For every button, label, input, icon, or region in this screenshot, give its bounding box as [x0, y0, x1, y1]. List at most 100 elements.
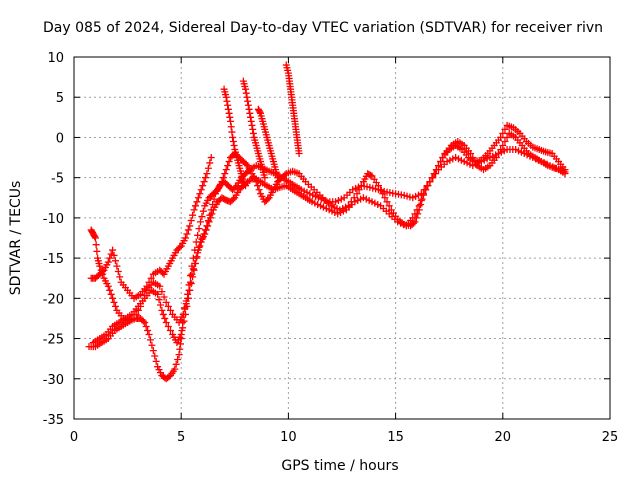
data-point: [499, 141, 507, 149]
x-tick-label: 5: [177, 430, 185, 445]
data-point: [176, 345, 184, 353]
data-point: [256, 108, 264, 116]
data-point: [261, 174, 269, 182]
data-point: [156, 301, 164, 309]
data-point: [143, 282, 151, 290]
data-point: [419, 191, 427, 199]
data-point: [114, 268, 122, 276]
data-point: [196, 218, 204, 226]
data-point: [161, 314, 169, 322]
data-point: [224, 162, 232, 170]
data-point: [149, 347, 157, 355]
data-point: [413, 206, 421, 214]
series-arc-2: [89, 146, 569, 347]
data-point: [174, 355, 182, 363]
data-point: [181, 234, 189, 242]
data-point: [221, 170, 229, 178]
data-point: [247, 113, 255, 121]
data-point: [184, 226, 192, 234]
data-point: [166, 306, 174, 314]
data-point: [201, 174, 209, 182]
data-point: [109, 246, 117, 254]
data-point: [91, 234, 99, 242]
data-point: [255, 186, 263, 194]
data-point: [162, 298, 170, 306]
data-point: [110, 251, 118, 259]
plot-frame: [73, 56, 611, 420]
data-point: [353, 190, 361, 198]
data-point: [180, 317, 188, 325]
data-point: [418, 195, 426, 203]
data-point: [367, 171, 375, 179]
data-point: [409, 214, 417, 222]
data-point: [193, 253, 201, 261]
data-point: [190, 206, 198, 214]
data-point: [113, 262, 121, 270]
data-point: [154, 290, 162, 298]
data-point: [222, 93, 230, 101]
data-point: [503, 133, 511, 141]
data-point: [183, 230, 191, 238]
data-point: [166, 327, 174, 335]
data-point: [111, 302, 119, 310]
data-point: [196, 242, 204, 250]
data-point: [226, 113, 234, 121]
data-point: [207, 214, 215, 222]
data-point: [242, 160, 250, 168]
data-point: [116, 273, 124, 281]
data-point: [434, 162, 442, 170]
data-point: [91, 233, 99, 241]
data-point: [246, 109, 254, 117]
data-point: [109, 294, 117, 302]
data-point: [227, 117, 235, 125]
series-spike-4: [282, 61, 303, 158]
data-point: [104, 282, 112, 290]
y-tick-label: -20: [43, 292, 64, 307]
data-point: [159, 310, 167, 318]
data-point: [249, 125, 257, 133]
data-point: [245, 105, 253, 113]
data-point: [107, 290, 115, 298]
data-point: [223, 97, 231, 105]
data-point: [179, 324, 187, 332]
data-point: [146, 336, 154, 344]
data-point: [175, 351, 183, 359]
data-point: [417, 200, 425, 208]
data-point: [204, 164, 212, 172]
data-point: [194, 231, 202, 239]
data-point: [248, 121, 256, 129]
data-point: [228, 128, 236, 136]
series-arc-4: [87, 154, 215, 302]
data-point: [422, 186, 430, 194]
data-point: [96, 262, 104, 270]
data-point: [225, 158, 233, 166]
data-point: [430, 170, 438, 178]
y-tick-label: 0: [56, 131, 64, 146]
data-point: [182, 300, 190, 308]
data-point: [208, 210, 216, 218]
data-point: [195, 225, 203, 233]
chart-title: Day 085 of 2024, Sidereal Day-to-day VTE…: [43, 20, 603, 36]
data-point: [411, 210, 419, 218]
data-point: [110, 298, 118, 306]
data-point: [264, 195, 272, 203]
y-tick-label: -10: [43, 212, 64, 227]
data-point: [385, 202, 393, 210]
data-point: [350, 194, 358, 202]
data-point: [203, 170, 211, 178]
series-spike-3: [254, 105, 282, 182]
data-point: [501, 125, 509, 133]
data-point: [229, 195, 237, 203]
data-point: [254, 182, 262, 190]
data-point: [188, 270, 196, 278]
series-spike-2: [239, 77, 269, 182]
data-point: [241, 180, 249, 188]
data-point: [202, 226, 210, 234]
data-point: [93, 247, 101, 255]
data-point: [210, 195, 218, 203]
data-point: [148, 341, 156, 349]
data-point: [295, 150, 303, 158]
data-point: [151, 352, 159, 360]
data-point: [344, 202, 352, 210]
